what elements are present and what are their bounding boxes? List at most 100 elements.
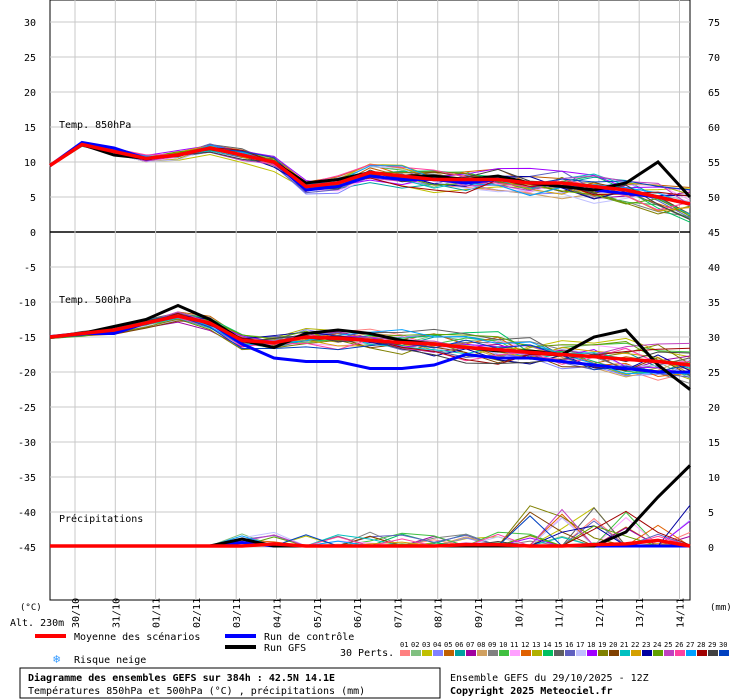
panel-label-t500: Temp. 500hPa <box>59 295 131 306</box>
x-tick-label: 10/11 <box>514 598 525 628</box>
right-unit-label: (mm) <box>710 603 732 613</box>
x-tick-label: 08/11 <box>434 598 445 628</box>
footer-run: Ensemble GEFS du 29/10/2025 - 12Z <box>450 673 649 684</box>
member-color-swatch <box>620 650 630 656</box>
member-color-swatch <box>587 650 597 656</box>
right-tick-label: 0 <box>708 543 714 554</box>
member-precip-line <box>50 507 690 547</box>
footer-subtitle: Températures 850hPa et 500hPa (°C) , pré… <box>28 685 365 697</box>
member-id-label: 18 <box>587 641 595 649</box>
right-tick-label: 40 <box>708 263 720 274</box>
x-tick-label: 07/11 <box>393 598 404 628</box>
member-id-label: 21 <box>620 641 628 649</box>
member-id-label: 25 <box>664 641 672 649</box>
right-tick-label: 25 <box>708 368 720 379</box>
member-id-label: 24 <box>653 641 661 649</box>
member-t850-line <box>49 141 691 220</box>
legend-control-label: Run de contrôle <box>264 631 354 643</box>
legend-gfs-label: Run GFS <box>264 643 306 654</box>
member-color-swatch <box>576 650 586 656</box>
right-tick-label: 55 <box>708 158 720 169</box>
x-tick-label: 05/11 <box>313 598 324 628</box>
right-tick-label: 15 <box>708 438 720 449</box>
left-tick-label: -20 <box>18 368 36 379</box>
right-tick-label: 70 <box>708 53 720 64</box>
left-unit-label: (°C) <box>20 603 42 613</box>
member-precip-line <box>50 506 690 547</box>
member-id-label: 16 <box>565 641 573 649</box>
member-id-label: 20 <box>609 641 617 649</box>
left-tick-label: 15 <box>24 123 36 134</box>
gfs-precip-line <box>50 464 692 548</box>
member-id-label: 17 <box>576 641 584 649</box>
x-tick-label: 31/10 <box>111 598 122 628</box>
member-color-swatch <box>565 650 575 656</box>
right-tick-label: 30 <box>708 333 720 344</box>
right-tick-label: 5 <box>708 508 714 519</box>
member-id-label: 04 <box>433 641 441 649</box>
mean-precip-line <box>50 538 691 548</box>
left-tick-label: -30 <box>18 438 36 449</box>
left-tick-label: 20 <box>24 88 36 99</box>
member-color-swatch <box>631 650 641 656</box>
member-id-label: 05 <box>444 641 452 649</box>
member-precip-line <box>50 520 691 547</box>
left-tick-label: -10 <box>18 298 36 309</box>
right-tick-label: 20 <box>708 403 720 414</box>
member-color-swatch <box>455 650 465 656</box>
member-color-swatch <box>675 650 685 656</box>
member-color-swatch <box>554 650 564 656</box>
member-t850-line <box>49 144 691 204</box>
member-color-swatch <box>433 650 443 656</box>
left-tick-label: 5 <box>30 193 36 204</box>
right-tick-label: 45 <box>708 228 720 239</box>
member-color-swatch <box>466 650 476 656</box>
x-tick-label: 30/10 <box>71 598 82 628</box>
gfs-t500-line <box>49 303 691 391</box>
member-precip-line <box>50 520 691 547</box>
member-id-label: 09 <box>488 641 496 649</box>
member-color-swatch <box>499 650 509 656</box>
plot-frame <box>49 0 691 601</box>
member-id-label: 22 <box>631 641 639 649</box>
member-color-swatch <box>708 650 718 656</box>
legend-snow-label: Risque neige <box>74 655 146 666</box>
member-id-label: 28 <box>697 641 705 649</box>
right-tick-label: 60 <box>708 123 720 134</box>
member-color-swatch <box>444 650 454 656</box>
ensemble-member-lines <box>49 141 691 547</box>
x-tick-label: 14/11 <box>676 598 687 628</box>
member-color-swatch <box>400 650 410 656</box>
x-tick-label: 09/11 <box>474 598 485 628</box>
right-tick-label: 75 <box>708 18 720 29</box>
left-tick-label: 10 <box>24 158 36 169</box>
member-color-swatch <box>521 650 531 656</box>
member-color-legend: 01 02 03 04 05 06 07 08 09 10 11 12 13 14 15 16 17 18 19 20… <box>400 641 729 656</box>
member-color-swatch <box>697 650 707 656</box>
left-tick-label: -15 <box>18 333 36 344</box>
x-tick-label: 01/11 <box>152 598 163 628</box>
left-tick-label: -35 <box>18 473 36 484</box>
x-tick-label: 13/11 <box>635 598 646 628</box>
right-tick-label: 65 <box>708 88 720 99</box>
left-tick-label: 25 <box>24 53 36 64</box>
right-tick-label: 35 <box>708 298 720 309</box>
member-id-label: 19 <box>598 641 606 649</box>
member-id-label: 08 <box>477 641 485 649</box>
mean-t500-line <box>49 314 691 367</box>
member-id-label: 30 <box>719 641 727 649</box>
main-series-lines <box>49 140 692 548</box>
footer-copyright: Copyright 2025 Meteociel.fr <box>450 685 613 697</box>
member-id-label: 03 <box>422 641 430 649</box>
x-tick-label: 02/11 <box>192 598 203 628</box>
member-color-swatch <box>653 650 663 656</box>
member-color-swatch <box>532 650 542 656</box>
left-tick-label: -40 <box>18 508 36 519</box>
legend-mean-label: Moyenne des scénarios <box>74 631 200 643</box>
member-id-label: 12 <box>521 641 529 649</box>
mean-t850-line <box>49 142 691 206</box>
member-id-label: 29 <box>708 641 716 649</box>
member-id-label: 11 <box>510 641 518 649</box>
